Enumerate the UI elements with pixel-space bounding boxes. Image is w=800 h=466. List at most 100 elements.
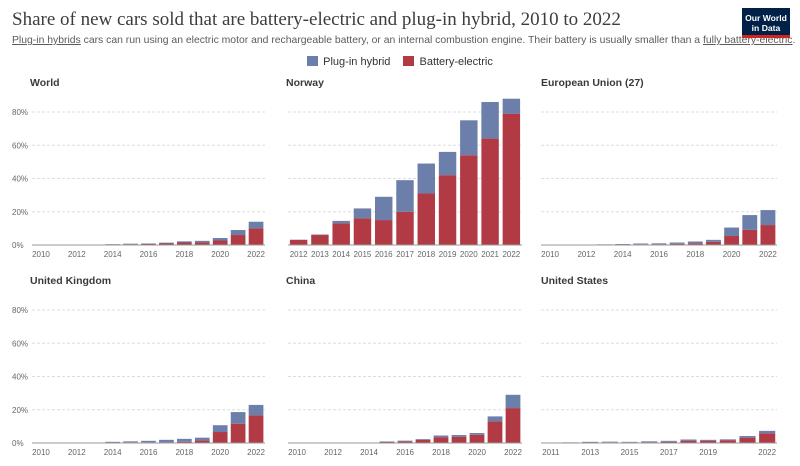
- bar-battery-electric-european-union-27-2019: [706, 241, 721, 245]
- legend-item-plug-in-hybrid[interactable]: Plug-in hybrid: [307, 56, 390, 68]
- panel-title-norway: Norway: [286, 77, 324, 89]
- bar-plug-in-hybrid-united-kingdom-2017: [159, 439, 174, 443]
- bar-battery-electric-norway-2013: [311, 235, 329, 245]
- bar-battery-electric-united-states-2018: [680, 440, 697, 443]
- bar-plug-in-hybrid-united-states-2019: [700, 439, 717, 441]
- x-tick-label-norway: 2017: [396, 250, 414, 259]
- x-tick-label-european-union-27: 2014: [614, 250, 632, 259]
- x-tick-label-world: 2022: [247, 250, 265, 259]
- bar-plug-in-hybrid-united-kingdom-2021: [230, 412, 246, 424]
- bar-plug-in-hybrid-european-union-27-2021: [742, 215, 758, 230]
- bar-plug-in-hybrid-european-union-27-2020: [724, 227, 740, 237]
- bar-battery-electric-european-union-27-2018: [687, 243, 703, 245]
- legend-swatch-battery-electric: [403, 56, 415, 66]
- y-tick-label-united-kingdom: 40%: [12, 373, 28, 382]
- x-tick-label-european-union-27: 2020: [723, 250, 741, 259]
- x-tick-label-china: 2016: [396, 448, 414, 457]
- panel-title-world: World: [30, 77, 60, 89]
- y-tick-label-world: 60%: [12, 141, 28, 150]
- x-tick-label-china: 2010: [288, 448, 306, 457]
- x-tick-label-united-kingdom: 2012: [68, 448, 86, 457]
- x-tick-label-european-union-27: 2010: [541, 250, 559, 259]
- bar-battery-electric-european-union-27-2021: [742, 229, 758, 245]
- legend-item-battery-electric[interactable]: Battery-electric: [403, 56, 493, 68]
- x-tick-label-united-states: 2017: [660, 448, 678, 457]
- x-tick-label-united-kingdom: 2010: [32, 448, 50, 457]
- legend-label-plug-in-hybrid: Plug-in hybrid: [323, 56, 391, 68]
- x-tick-label-united-kingdom: 2022: [247, 448, 265, 457]
- bar-plug-in-hybrid-european-union-27-2015: [633, 243, 649, 245]
- bar-battery-electric-china-2020: [469, 434, 485, 443]
- bar-battery-electric-european-union-27-2017: [669, 243, 685, 245]
- bar-battery-electric-united-states-2017: [660, 441, 677, 443]
- bar-plug-in-hybrid-world-2020: [212, 238, 228, 241]
- bar-battery-electric-united-kingdom-2018: [176, 441, 192, 443]
- bar-battery-electric-world-2019: [194, 242, 210, 245]
- bar-battery-electric-norway-2014: [332, 223, 350, 245]
- bar-plug-in-hybrid-united-states-2016: [641, 441, 658, 443]
- x-tick-label-china: 2018: [432, 448, 450, 457]
- bar-plug-in-hybrid-world-2017: [159, 242, 174, 244]
- x-tick-label-world: 2020: [211, 250, 229, 259]
- bar-plug-in-hybrid-norway-2016: [375, 196, 393, 221]
- bar-battery-electric-united-kingdom-2022: [248, 415, 264, 443]
- bar-battery-electric-norway-2018: [417, 193, 435, 245]
- x-tick-label-china: 2020: [468, 448, 486, 457]
- plug-in-hybrids-link[interactable]: Plug-in hybrids: [12, 35, 81, 46]
- bar-plug-in-hybrid-united-kingdom-2019: [194, 437, 210, 441]
- legend-label-battery-electric: Battery-electric: [419, 56, 493, 68]
- logo-line-2: in Data: [751, 23, 781, 33]
- y-tick-label-world: 20%: [12, 208, 28, 217]
- x-tick-label-united-kingdom: 2016: [140, 448, 158, 457]
- x-tick-label-norway: 2016: [375, 250, 393, 259]
- legend-swatch-plug-in-hybrid: [307, 56, 319, 66]
- x-tick-label-european-union-27: 2018: [686, 250, 704, 259]
- bar-battery-electric-china-2019: [451, 436, 467, 443]
- bar-battery-electric-united-kingdom-2019: [194, 440, 210, 443]
- x-tick-label-european-union-27: 2012: [577, 250, 595, 259]
- panel-title-united-kingdom: United Kingdom: [30, 275, 111, 287]
- x-tick-label-world: 2010: [32, 250, 50, 259]
- bar-plug-in-hybrid-norway-2019: [438, 151, 457, 176]
- bar-plug-in-hybrid-world-2021: [230, 230, 246, 236]
- bar-plug-in-hybrid-china-2016: [397, 440, 413, 442]
- bar-battery-electric-china-2022: [505, 408, 521, 443]
- x-tick-label-norway: 2019: [439, 250, 457, 259]
- x-tick-label-united-states: 2022: [758, 448, 776, 457]
- x-tick-label-united-kingdom: 2014: [104, 448, 122, 457]
- x-tick-label-united-states: 2015: [621, 448, 639, 457]
- bar-plug-in-hybrid-china-2022: [505, 394, 521, 409]
- bar-plug-in-hybrid-united-states-2020: [719, 439, 736, 441]
- x-tick-label-european-union-27: 2016: [650, 250, 668, 259]
- owid-logo[interactable]: Our World in Data: [742, 8, 790, 38]
- x-tick-label-united-states: 2019: [699, 448, 717, 457]
- x-tick-label-china: 2012: [324, 448, 342, 457]
- bar-plug-in-hybrid-united-states-2013: [582, 441, 599, 443]
- panel-title-european-union-27: European Union (27): [541, 77, 644, 89]
- bar-plug-in-hybrid-china-2017: [415, 439, 431, 441]
- bar-battery-electric-united-kingdom-2021: [230, 423, 246, 443]
- bar-battery-electric-european-union-27-2020: [724, 236, 740, 245]
- bar-battery-electric-china-2016: [397, 441, 413, 443]
- bar-battery-electric-china-2021: [487, 421, 503, 443]
- bar-plug-in-hybrid-norway-2022: [502, 98, 521, 114]
- bar-plug-in-hybrid-united-kingdom-2015: [123, 441, 138, 443]
- bar-battery-electric-world-2017: [159, 243, 174, 245]
- panel-title-china: China: [286, 275, 315, 287]
- bar-plug-in-hybrid-european-union-27-2018: [687, 241, 703, 244]
- bar-battery-electric-norway-2020: [460, 155, 478, 245]
- bar-plug-in-hybrid-european-union-27-2022: [760, 210, 776, 226]
- bar-battery-electric-norway-2015: [353, 218, 372, 245]
- x-tick-label-norway: 2021: [481, 250, 499, 259]
- x-tick-label-norway: 2020: [460, 250, 478, 259]
- bar-plug-in-hybrid-united-kingdom-2014: [105, 441, 121, 443]
- x-tick-label-norway: 2018: [417, 250, 435, 259]
- bar-plug-in-hybrid-united-states-2022: [759, 430, 776, 434]
- x-tick-label-norway: 2015: [354, 250, 372, 259]
- battery-electric-link[interactable]: fully battery-electric: [702, 35, 793, 46]
- bar-plug-in-hybrid-china-2021: [487, 416, 503, 422]
- bar-battery-electric-world-2021: [230, 235, 246, 245]
- bar-plug-in-hybrid-united-states-2018: [680, 439, 697, 441]
- logo-line-1: Our World: [745, 13, 787, 23]
- x-tick-label-norway: 2022: [502, 250, 520, 259]
